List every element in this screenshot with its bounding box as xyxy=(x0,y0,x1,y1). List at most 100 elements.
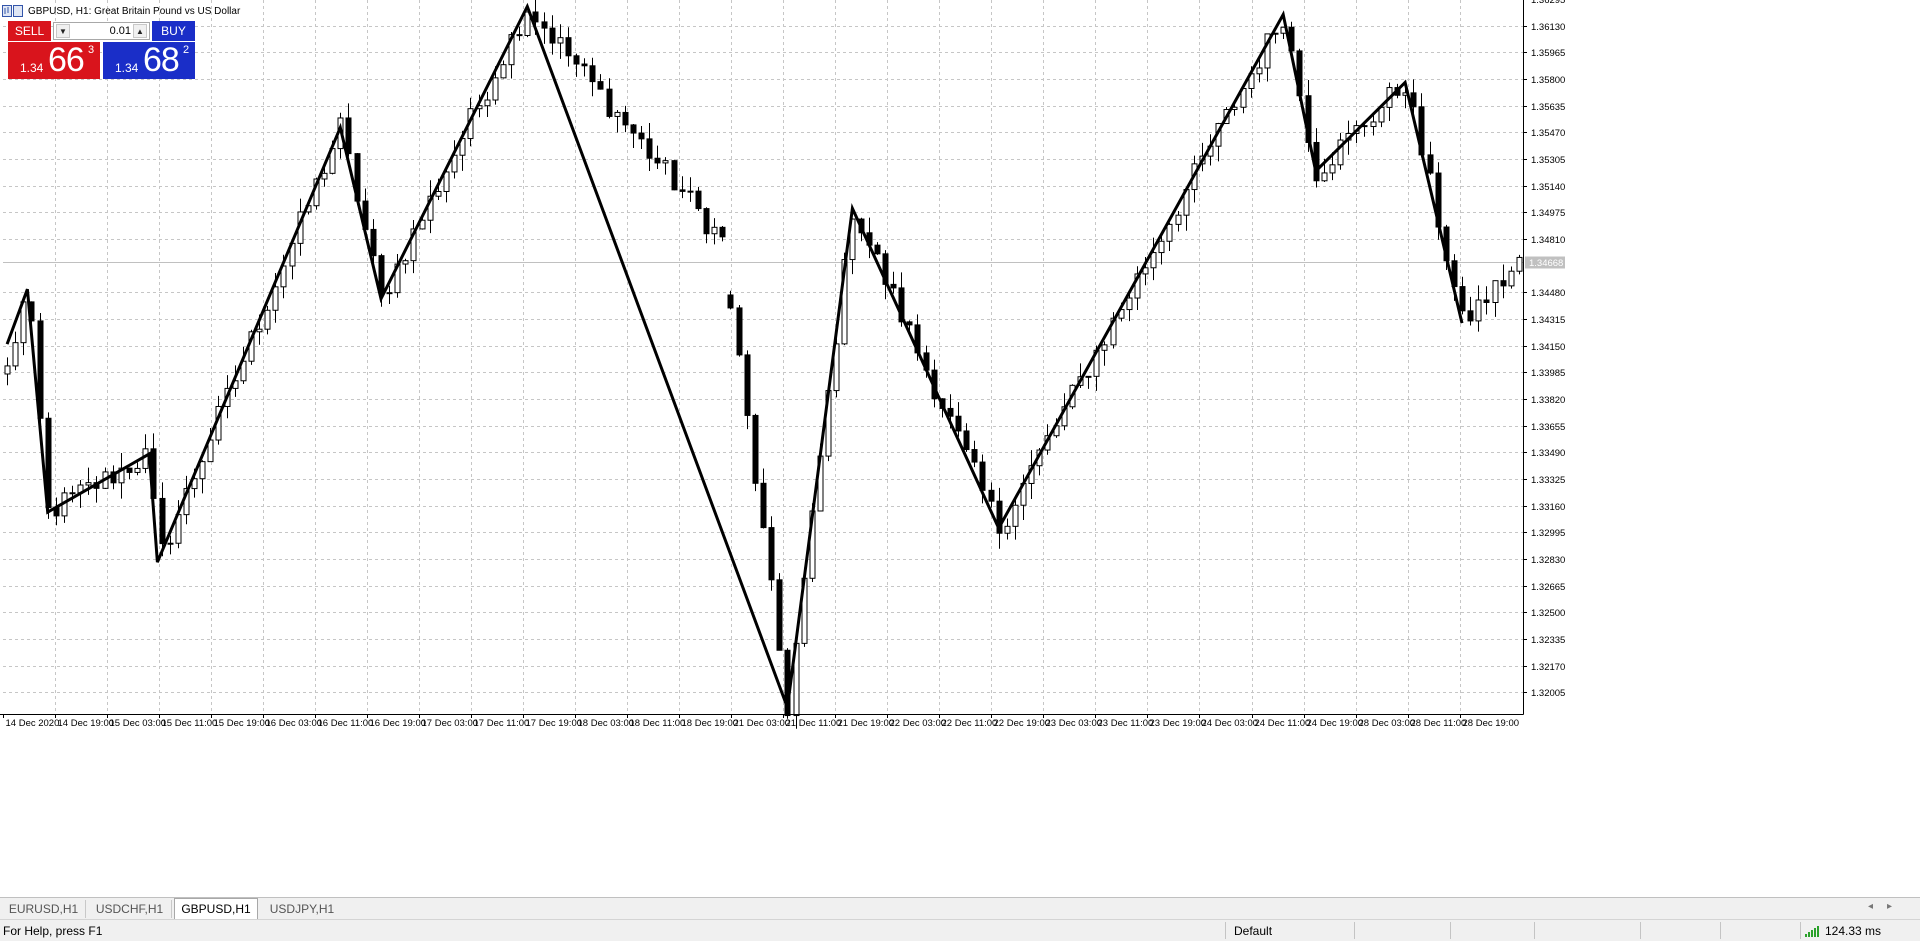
candle-bull xyxy=(711,226,718,235)
candle-bear xyxy=(1500,280,1507,287)
signal-bars-icon xyxy=(1805,926,1819,937)
chart-area[interactable]: 1.36295 1.36130 1.35965 1.35800 1.35635 1.354… xyxy=(0,0,1920,897)
candle-bull xyxy=(1012,504,1019,527)
candlestick-chart[interactable]: 1.36295 1.36130 1.35965 1.35800 1.35635 1.354… xyxy=(0,0,1920,897)
lot-increase-button[interactable]: ▲ xyxy=(133,24,147,38)
time-tick-label: 24 Dec 19:00 xyxy=(1307,718,1364,729)
candle-bull xyxy=(419,219,426,230)
candle-bear xyxy=(370,228,377,257)
price-tick-label: 1.32830 xyxy=(1531,555,1565,566)
time-tick-label: 15 Dec 03:00 xyxy=(110,718,167,729)
time-tick-label: 15 Dec 19:00 xyxy=(214,718,271,729)
candle-bull xyxy=(256,328,263,333)
price-tick-label: 1.34480 xyxy=(1531,288,1565,299)
candle-bull xyxy=(264,309,271,330)
candle-bull xyxy=(1142,267,1149,275)
time-tick-label: 21 Dec 19:00 xyxy=(838,718,895,729)
candle-bear xyxy=(541,21,548,29)
price-axis: 1.36295 1.36130 1.35965 1.35800 1.35635 1.354… xyxy=(1523,0,1565,715)
time-tick-label: 16 Dec 11:00 xyxy=(318,718,374,729)
candle-bull xyxy=(492,77,499,101)
candle-bull xyxy=(1492,280,1499,304)
candle-bear xyxy=(549,27,556,44)
candle-bear xyxy=(630,124,637,134)
tab-scroll-arrows[interactable]: ◂▸ xyxy=(1867,901,1906,912)
buy-price-prefix: 1.34 xyxy=(115,61,139,75)
candle-bull xyxy=(207,439,214,463)
tab-usdjpy[interactable]: USDJPY,H1 xyxy=(269,902,335,916)
candle-bear xyxy=(159,497,166,545)
candle-bear xyxy=(744,354,751,416)
price-tick-label: 1.32335 xyxy=(1531,635,1565,646)
chart-window-icon xyxy=(2,5,23,17)
candle-bull xyxy=(1158,240,1165,254)
time-tick-label: 16 Dec 03:00 xyxy=(266,718,323,729)
price-tick-label: 1.34150 xyxy=(1531,342,1565,353)
candle-bear xyxy=(996,500,1003,534)
time-tick-label: 17 Dec 11:00 xyxy=(474,718,530,729)
lot-size-input[interactable]: 0.01 xyxy=(109,25,131,37)
candle-bull xyxy=(1516,256,1523,272)
candle-bear xyxy=(671,160,678,191)
tab-eurusd[interactable]: EURUSD,H1 xyxy=(2,900,86,918)
candle-bear xyxy=(776,579,783,651)
candle-bull xyxy=(1370,121,1377,128)
time-tick-label: 18 Dec 03:00 xyxy=(578,718,635,729)
candle-bear xyxy=(882,253,889,285)
candle-bull xyxy=(557,37,564,44)
tab-gbpusd[interactable]: GBPUSD,H1 xyxy=(174,898,258,919)
price-tick-label: 1.35635 xyxy=(1531,102,1565,113)
price-tick-label: 1.33655 xyxy=(1531,422,1565,433)
candle-bear xyxy=(589,65,596,83)
candle-bear xyxy=(963,430,970,451)
candle-bull xyxy=(1337,139,1344,166)
candle-bear xyxy=(581,63,588,67)
candle-bull xyxy=(4,365,11,375)
price-tick-label: 1.34810 xyxy=(1531,235,1565,246)
candle-bull xyxy=(833,343,840,392)
lot-size-stepper[interactable]: ▼ 0.01 ▲ xyxy=(53,22,150,40)
candle-bear xyxy=(378,255,385,295)
time-tick-label: 17 Dec 19:00 xyxy=(526,718,583,729)
candle-bull xyxy=(134,467,141,473)
sell-button[interactable]: SELL xyxy=(8,21,51,41)
candle-bull xyxy=(1508,270,1515,287)
time-tick-label: 21 Dec 11:00 xyxy=(786,718,842,729)
price-tick-label: 1.36295 xyxy=(1531,0,1565,6)
candle-bull xyxy=(508,34,515,66)
candle-bear xyxy=(768,527,775,581)
price-tick-label: 1.34315 xyxy=(1531,315,1565,326)
price-tick-label: 1.33985 xyxy=(1531,368,1565,379)
tab-usdchf[interactable]: USDCHF,H1 xyxy=(88,900,172,918)
status-profile[interactable]: Default xyxy=(1234,924,1273,938)
chart-tab-bar: EURUSD,H1 USDCHF,H1 GBPUSD,H1 USDJPY,H1 … xyxy=(0,897,1920,919)
candle-bear xyxy=(126,467,133,473)
candle-bull xyxy=(1475,299,1482,322)
candle-bull xyxy=(614,111,621,117)
candle-bear xyxy=(955,415,962,432)
lot-decrease-button[interactable]: ▼ xyxy=(56,24,70,38)
time-tick-label: 28 Dec 11:00 xyxy=(1411,718,1467,729)
time-tick-label: 16 Dec 19:00 xyxy=(370,718,427,729)
price-tick-label: 1.35305 xyxy=(1531,155,1565,166)
buy-price-button[interactable]: 1.34 68 2 xyxy=(103,41,195,79)
candle-bear xyxy=(654,157,661,164)
sell-price-button[interactable]: 1.34 66 3 xyxy=(8,41,100,79)
candle-bear xyxy=(345,117,352,155)
buy-button[interactable]: BUY xyxy=(152,21,195,41)
candle-bear xyxy=(565,37,572,57)
price-tick-label: 1.33820 xyxy=(1531,395,1565,406)
candle-bear xyxy=(1427,154,1434,174)
candle-bull xyxy=(662,160,669,164)
candle-bear xyxy=(736,307,743,356)
price-tick-label: 1.32170 xyxy=(1531,662,1565,673)
candle-bull xyxy=(1166,223,1173,242)
price-tick-label: 1.32005 xyxy=(1531,688,1565,699)
status-help-text: For Help, press F1 xyxy=(3,924,103,938)
candle-bear xyxy=(890,283,897,289)
candle-bull xyxy=(321,172,328,180)
candle-bull xyxy=(12,342,19,367)
candle-bull xyxy=(524,11,531,36)
price-tick-label: 1.36130 xyxy=(1531,22,1565,33)
